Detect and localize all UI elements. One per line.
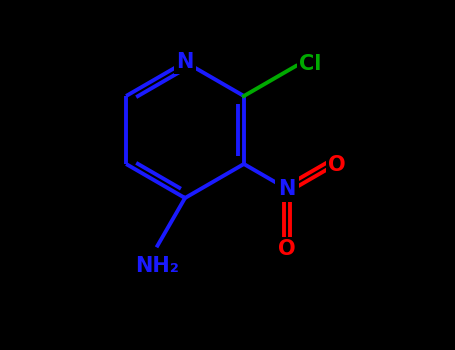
- Text: NH₂: NH₂: [136, 256, 179, 276]
- Text: N: N: [177, 52, 194, 72]
- Text: N: N: [278, 179, 296, 199]
- Text: Cl: Cl: [299, 54, 321, 74]
- Text: O: O: [328, 155, 346, 175]
- Text: O: O: [278, 239, 296, 259]
